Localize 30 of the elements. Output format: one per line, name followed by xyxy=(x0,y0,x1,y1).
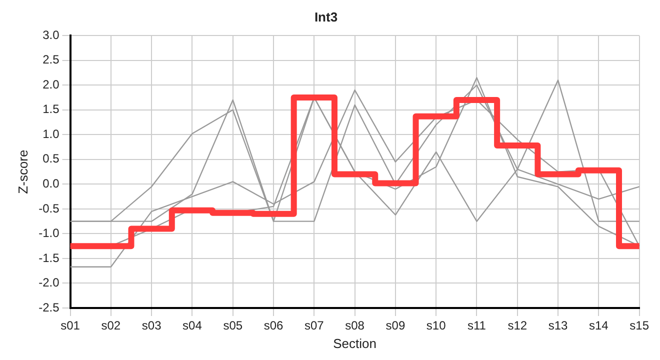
y-tick-label: 0.5 xyxy=(42,152,60,166)
y-axis-title: Z-score xyxy=(15,150,30,194)
x-tick-label: s10 xyxy=(426,318,446,333)
y-tick-label: -1.5 xyxy=(38,250,60,265)
x-tick-label: s13 xyxy=(548,318,568,333)
x-tick-label: s06 xyxy=(264,318,284,333)
chart-title: Int3 xyxy=(314,9,338,24)
x-tick-label: s15 xyxy=(630,318,650,333)
y-tick-label: 1.5 xyxy=(42,102,60,116)
x-tick-label: s02 xyxy=(101,318,121,333)
y-tick-label: 0.0 xyxy=(42,176,60,190)
y-tick-label: 2.5 xyxy=(42,52,60,67)
y-tick-label: -0.5 xyxy=(38,201,60,216)
x-axis-title: Section xyxy=(333,336,376,351)
x-tick-label: s14 xyxy=(589,318,609,333)
x-tick-label: s05 xyxy=(223,318,243,333)
x-tick-label: s03 xyxy=(142,318,162,333)
x-tick-label: s09 xyxy=(386,318,406,333)
y-tick-label: 3.0 xyxy=(42,28,60,42)
x-tick-label: s08 xyxy=(345,318,365,333)
x-tick-label: s07 xyxy=(304,318,324,333)
x-tick-label: s11 xyxy=(468,318,486,333)
y-tick-label: -2.5 xyxy=(38,300,60,314)
y-tick-label: -2.0 xyxy=(38,276,60,290)
x-tick-label: s12 xyxy=(508,318,528,333)
y-tick-label: -1.0 xyxy=(38,226,60,240)
y-tick-label: 1.0 xyxy=(42,126,60,141)
y-tick-label: 2.0 xyxy=(42,77,60,92)
x-tick-label: s04 xyxy=(182,318,202,333)
x-tick-label: s01 xyxy=(60,318,80,333)
